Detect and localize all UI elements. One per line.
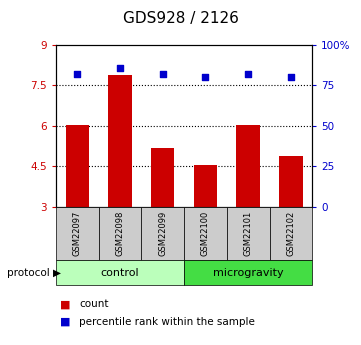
- Text: GSM22101: GSM22101: [244, 211, 253, 256]
- Point: [245, 71, 251, 77]
- Bar: [151, 148, 174, 207]
- Text: protocol ▶: protocol ▶: [7, 268, 61, 278]
- Point: [160, 71, 166, 77]
- Bar: [108, 75, 132, 207]
- Text: microgravity: microgravity: [213, 268, 283, 278]
- Text: GSM22097: GSM22097: [73, 211, 82, 256]
- Point: [203, 75, 208, 80]
- Text: GSM22100: GSM22100: [201, 211, 210, 256]
- Text: ■: ■: [60, 317, 70, 326]
- Point: [117, 65, 123, 70]
- Text: percentile rank within the sample: percentile rank within the sample: [79, 317, 255, 326]
- Text: GDS928 / 2126: GDS928 / 2126: [123, 11, 238, 27]
- Text: GSM22102: GSM22102: [286, 211, 295, 256]
- Text: count: count: [79, 299, 109, 309]
- Bar: [279, 156, 303, 207]
- Text: GSM22098: GSM22098: [116, 211, 125, 256]
- Point: [288, 75, 294, 80]
- Text: ■: ■: [60, 299, 70, 309]
- Text: control: control: [101, 268, 139, 278]
- Bar: [236, 125, 260, 207]
- Bar: [194, 165, 217, 207]
- Point: [74, 71, 80, 77]
- Text: GSM22099: GSM22099: [158, 211, 167, 256]
- Bar: [66, 125, 89, 207]
